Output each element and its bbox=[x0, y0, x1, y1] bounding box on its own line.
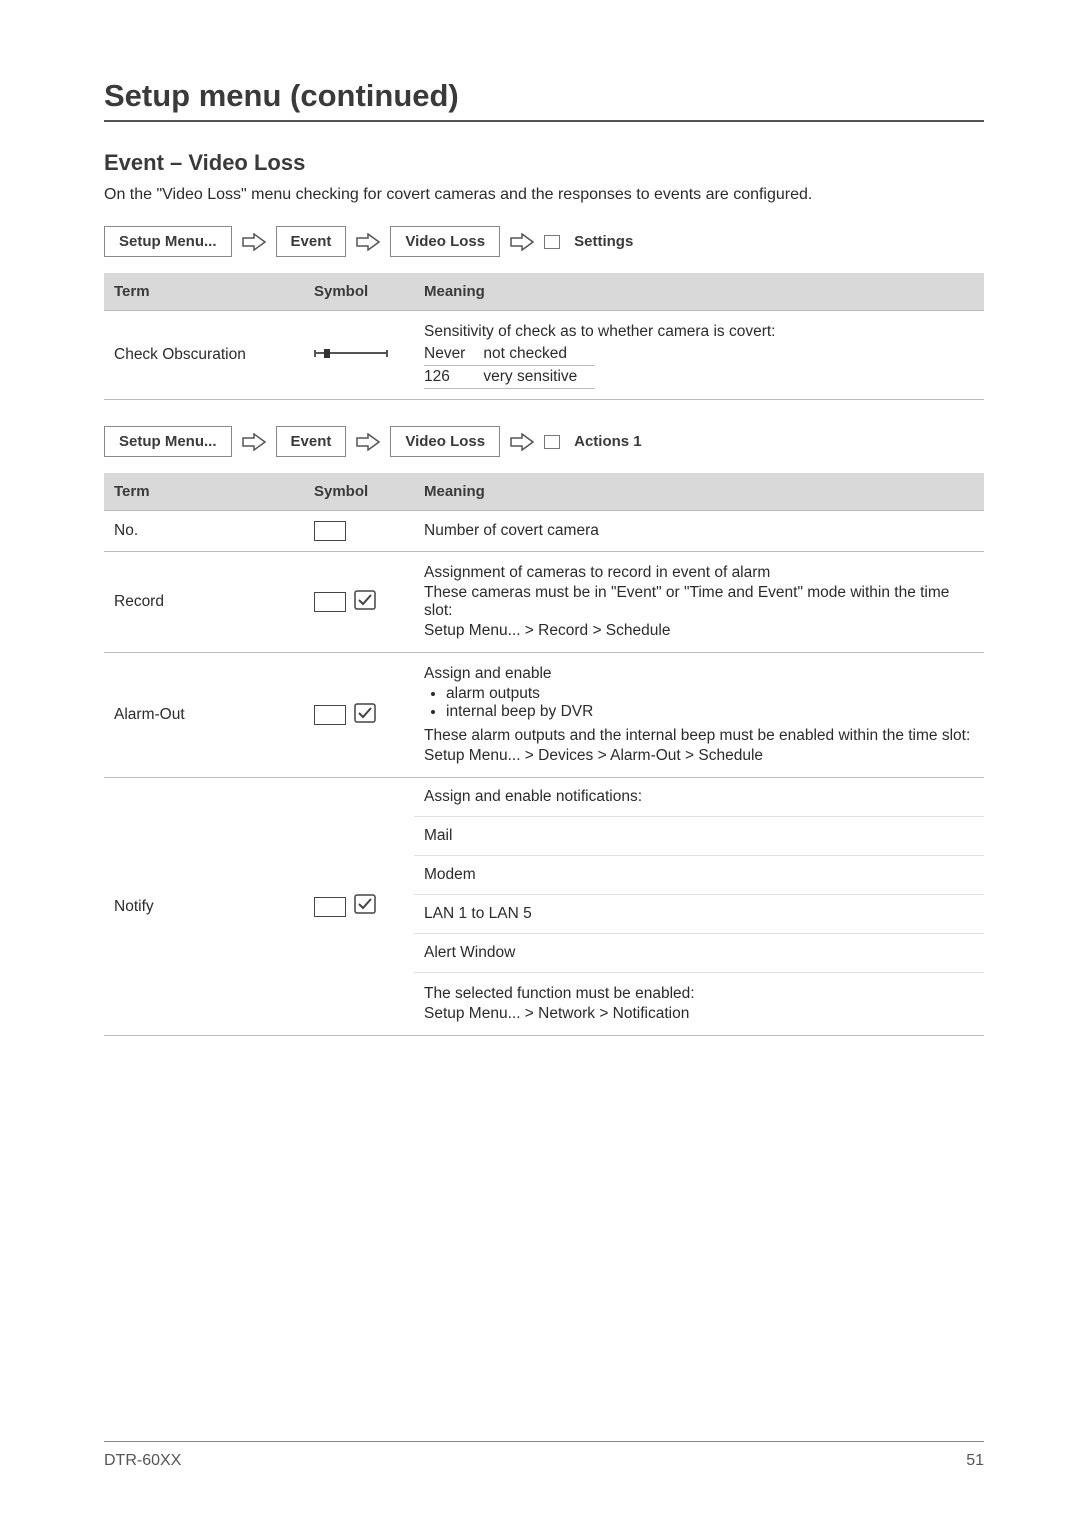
textbox-icon bbox=[314, 521, 346, 541]
symbol-cell bbox=[304, 311, 414, 400]
tab-label: Settings bbox=[570, 233, 633, 250]
scale-val: 126 bbox=[424, 366, 483, 389]
scale-desc: very sensitive bbox=[483, 366, 595, 389]
meaning-cell: Number of covert camera bbox=[414, 511, 984, 552]
list-item: alarm outputs bbox=[446, 685, 974, 703]
meaning-line: Assignment of cameras to record in event… bbox=[424, 564, 974, 582]
arrow-right-icon bbox=[242, 233, 266, 251]
col-symbol: Symbol bbox=[304, 473, 414, 511]
list-item: internal beep by DVR bbox=[446, 703, 974, 721]
slider-icon bbox=[314, 347, 388, 359]
term-cell: Alarm-Out bbox=[104, 653, 304, 778]
tab-icon bbox=[544, 435, 560, 449]
table-actions: Term Symbol Meaning No. Number of covert… bbox=[104, 473, 984, 1036]
meaning-cell: Assign and enable notifications: bbox=[414, 778, 984, 817]
scale-table: Never not checked 126 very sensitive bbox=[424, 343, 595, 389]
arrow-right-icon bbox=[242, 433, 266, 451]
symbol-cell bbox=[304, 511, 414, 552]
footer-page-no: 51 bbox=[966, 1452, 984, 1470]
nav-box[interactable]: Video Loss bbox=[390, 426, 500, 457]
meaning-line: These alarm outputs and the internal bee… bbox=[424, 727, 974, 745]
meaning-line: Setup Menu... > Network > Notification bbox=[424, 1005, 974, 1023]
table-settings: Term Symbol Meaning Check Obscuration Se… bbox=[104, 273, 984, 400]
checkbox-icon bbox=[354, 590, 376, 615]
bullet-list: alarm outputs internal beep by DVR bbox=[424, 685, 974, 721]
arrow-right-icon bbox=[510, 233, 534, 251]
meaning-intro: Assign and enable bbox=[424, 665, 974, 683]
term-cell: No. bbox=[104, 511, 304, 552]
col-meaning: Meaning bbox=[414, 473, 984, 511]
table-row: Alarm-Out Assign and enable alarm output… bbox=[104, 653, 984, 778]
meaning-cell: Sensitivity of check as to whether camer… bbox=[414, 311, 984, 400]
meaning-line: These cameras must be in "Event" or "Tim… bbox=[424, 584, 974, 620]
breadcrumb-actions: Setup Menu... Event Video Loss Actions 1 bbox=[104, 426, 984, 457]
textbox-icon bbox=[314, 897, 346, 917]
nav-box[interactable]: Setup Menu... bbox=[104, 426, 232, 457]
col-symbol: Symbol bbox=[304, 273, 414, 311]
meaning-line: Setup Menu... > Devices > Alarm-Out > Sc… bbox=[424, 747, 974, 765]
textbox-icon bbox=[314, 705, 346, 725]
section-intro: On the "Video Loss" menu checking for co… bbox=[104, 186, 984, 204]
page-footer: DTR-60XX 51 bbox=[104, 1441, 984, 1470]
meaning-cell: Alert Window bbox=[414, 934, 984, 973]
symbol-cell bbox=[304, 552, 414, 653]
page-title: Setup menu (continued) bbox=[104, 78, 984, 114]
tab-label: Actions 1 bbox=[570, 433, 642, 450]
meaning-cell: The selected function must be enabled: S… bbox=[414, 973, 984, 1036]
col-meaning: Meaning bbox=[414, 273, 984, 311]
meaning-intro: Sensitivity of check as to whether camer… bbox=[424, 323, 974, 341]
table-row: Notify Assign and enable notifications: bbox=[104, 778, 984, 817]
breadcrumb-settings: Setup Menu... Event Video Loss Settings bbox=[104, 226, 984, 257]
textbox-icon bbox=[314, 592, 346, 612]
meaning-line: Setup Menu... > Record > Schedule bbox=[424, 622, 974, 640]
table-row: No. Number of covert camera bbox=[104, 511, 984, 552]
checkbox-icon bbox=[354, 703, 376, 728]
nav-box[interactable]: Setup Menu... bbox=[104, 226, 232, 257]
tab-icon bbox=[544, 235, 560, 249]
arrow-right-icon bbox=[356, 433, 380, 451]
nav-box[interactable]: Event bbox=[276, 226, 347, 257]
symbol-cell bbox=[304, 653, 414, 778]
meaning-cell: Assign and enable alarm outputs internal… bbox=[414, 653, 984, 778]
term-cell: Check Obscuration bbox=[104, 311, 304, 400]
term-cell: Notify bbox=[104, 778, 304, 1036]
term-cell: Record bbox=[104, 552, 304, 653]
section-title: Event – Video Loss bbox=[104, 150, 984, 176]
meaning-cell: Assignment of cameras to record in event… bbox=[414, 552, 984, 653]
arrow-right-icon bbox=[356, 233, 380, 251]
page-content: Setup menu (continued) Event – Video Los… bbox=[0, 0, 1080, 1036]
symbol-cell bbox=[304, 778, 414, 1036]
col-term: Term bbox=[104, 273, 304, 311]
nav-box[interactable]: Event bbox=[276, 426, 347, 457]
scale-desc: not checked bbox=[483, 343, 595, 366]
table-row: Check Obscuration Sensitivity of check a… bbox=[104, 311, 984, 400]
footer-model: DTR-60XX bbox=[104, 1452, 181, 1470]
meaning-cell: LAN 1 to LAN 5 bbox=[414, 895, 984, 934]
arrow-right-icon bbox=[510, 433, 534, 451]
title-rule bbox=[104, 120, 984, 122]
table-row: Record Assignment of cameras to record i… bbox=[104, 552, 984, 653]
meaning-line: The selected function must be enabled: bbox=[424, 985, 974, 1003]
scale-val: Never bbox=[424, 343, 483, 366]
meaning-cell: Modem bbox=[414, 856, 984, 895]
meaning-cell: Mail bbox=[414, 817, 984, 856]
col-term: Term bbox=[104, 473, 304, 511]
nav-box[interactable]: Video Loss bbox=[390, 226, 500, 257]
checkbox-icon bbox=[354, 894, 376, 919]
